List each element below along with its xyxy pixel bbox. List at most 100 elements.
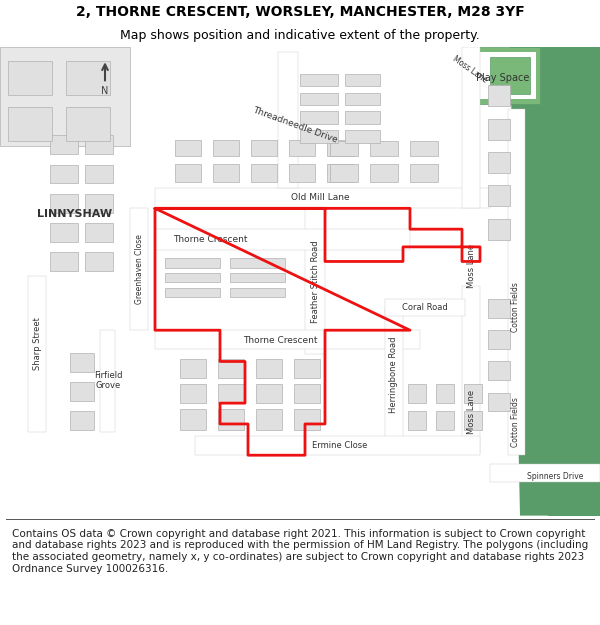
Text: Sharp Street: Sharp Street bbox=[32, 318, 41, 370]
Text: Spinners Drive: Spinners Drive bbox=[527, 471, 583, 481]
Polygon shape bbox=[155, 188, 490, 208]
Bar bbox=[180, 359, 206, 378]
Bar bbox=[50, 194, 78, 213]
Polygon shape bbox=[548, 47, 600, 516]
Bar bbox=[8, 61, 52, 95]
Bar bbox=[294, 409, 320, 430]
Bar bbox=[165, 273, 220, 282]
Bar bbox=[488, 299, 510, 318]
Bar bbox=[327, 164, 353, 182]
Bar bbox=[85, 194, 113, 213]
Bar bbox=[464, 384, 482, 403]
Polygon shape bbox=[195, 436, 480, 455]
Bar bbox=[289, 139, 315, 156]
Bar bbox=[300, 74, 338, 86]
Bar bbox=[289, 164, 315, 182]
Text: 2, THORNE CRESCENT, WORSLEY, MANCHESTER, M28 3YF: 2, THORNE CRESCENT, WORSLEY, MANCHESTER,… bbox=[76, 5, 524, 19]
Bar bbox=[300, 111, 338, 124]
Text: Map shows position and indicative extent of the property.: Map shows position and indicative extent… bbox=[120, 29, 480, 42]
Text: Contains OS data © Crown copyright and database right 2021. This information is : Contains OS data © Crown copyright and d… bbox=[12, 529, 588, 574]
Bar bbox=[330, 164, 358, 182]
Bar bbox=[345, 92, 380, 105]
Bar bbox=[0, 47, 130, 146]
Bar bbox=[85, 252, 113, 271]
Bar bbox=[408, 384, 426, 403]
Bar bbox=[370, 164, 398, 182]
Polygon shape bbox=[490, 464, 600, 482]
Bar bbox=[345, 111, 380, 124]
Bar bbox=[330, 141, 358, 156]
Text: Moss Lane: Moss Lane bbox=[467, 244, 476, 288]
Bar bbox=[488, 330, 510, 349]
Bar bbox=[66, 107, 110, 141]
Bar bbox=[436, 411, 454, 430]
Polygon shape bbox=[28, 276, 46, 432]
Bar bbox=[294, 359, 320, 378]
Bar bbox=[50, 164, 78, 183]
Text: Coral Road: Coral Road bbox=[402, 302, 448, 312]
Polygon shape bbox=[508, 109, 525, 455]
Bar bbox=[256, 384, 282, 403]
Bar bbox=[50, 252, 78, 271]
Bar bbox=[345, 74, 380, 86]
Polygon shape bbox=[278, 52, 298, 187]
Bar bbox=[8, 107, 52, 141]
Bar bbox=[180, 384, 206, 403]
Bar bbox=[230, 258, 285, 268]
Polygon shape bbox=[130, 208, 148, 330]
Bar bbox=[345, 130, 380, 142]
Text: Greenhaven Close: Greenhaven Close bbox=[134, 234, 143, 304]
Text: Moss Lane: Moss Lane bbox=[467, 389, 476, 434]
Bar bbox=[327, 139, 353, 156]
Text: LINNYSHAW: LINNYSHAW bbox=[37, 209, 113, 219]
Bar bbox=[488, 361, 510, 380]
Bar bbox=[256, 359, 282, 378]
Polygon shape bbox=[100, 330, 115, 432]
Polygon shape bbox=[462, 47, 480, 208]
Bar bbox=[50, 223, 78, 242]
Bar bbox=[251, 164, 277, 182]
Polygon shape bbox=[468, 47, 540, 104]
Bar bbox=[300, 92, 338, 105]
Polygon shape bbox=[305, 208, 325, 354]
Text: Herringbone Road: Herringbone Road bbox=[389, 337, 398, 413]
Bar bbox=[300, 130, 338, 142]
Polygon shape bbox=[155, 330, 420, 349]
Bar bbox=[488, 219, 510, 239]
Bar bbox=[85, 223, 113, 242]
Text: Feather Stitch Road: Feather Stitch Road bbox=[311, 240, 320, 322]
Bar bbox=[408, 411, 426, 430]
Bar bbox=[488, 119, 510, 139]
Bar bbox=[230, 273, 285, 282]
Bar bbox=[70, 411, 94, 430]
Text: Firfield
Grove: Firfield Grove bbox=[94, 371, 122, 390]
Text: N: N bbox=[101, 86, 109, 96]
Bar bbox=[218, 359, 244, 378]
Bar bbox=[410, 141, 438, 156]
Polygon shape bbox=[472, 52, 536, 99]
Polygon shape bbox=[155, 229, 410, 250]
Text: Old Mill Lane: Old Mill Lane bbox=[290, 193, 349, 202]
Text: Ermine Close: Ermine Close bbox=[313, 441, 368, 451]
Bar bbox=[175, 139, 201, 156]
Bar bbox=[213, 164, 239, 182]
Bar bbox=[488, 186, 510, 206]
Bar bbox=[66, 61, 110, 95]
Text: Moss Lane: Moss Lane bbox=[451, 54, 489, 85]
Polygon shape bbox=[462, 286, 480, 453]
Bar bbox=[230, 288, 285, 297]
Text: Cotton Fields: Cotton Fields bbox=[511, 282, 521, 332]
Bar bbox=[85, 164, 113, 183]
Bar bbox=[213, 139, 239, 156]
Bar bbox=[436, 384, 454, 403]
Bar bbox=[294, 384, 320, 403]
Bar bbox=[464, 411, 482, 430]
Bar bbox=[410, 164, 438, 182]
Polygon shape bbox=[490, 58, 530, 94]
Bar bbox=[175, 164, 201, 182]
Bar bbox=[218, 409, 244, 430]
Bar bbox=[50, 136, 78, 154]
Bar bbox=[251, 139, 277, 156]
Bar bbox=[70, 382, 94, 401]
Polygon shape bbox=[510, 47, 560, 516]
